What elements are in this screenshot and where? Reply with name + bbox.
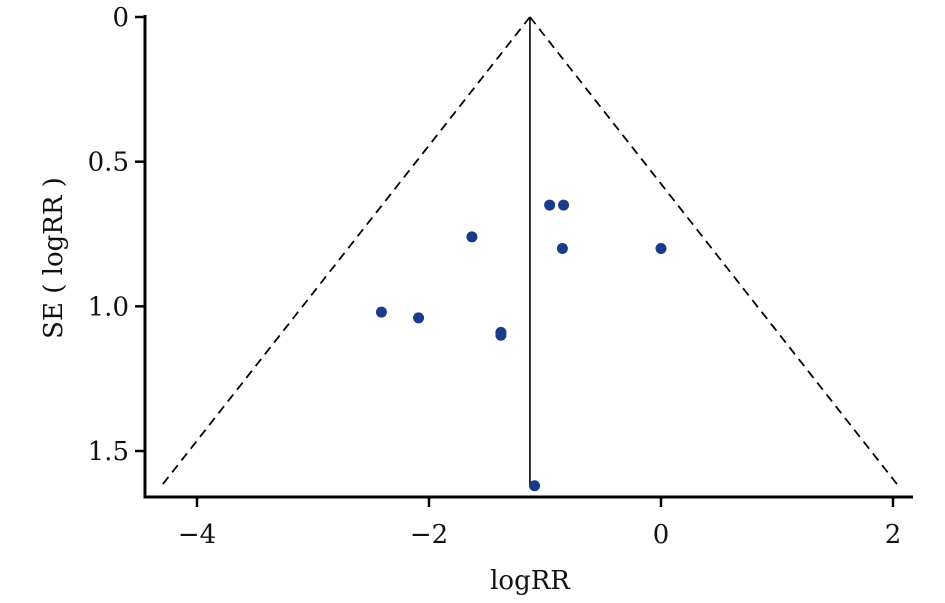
funnel-right-limit [529, 16, 899, 487]
study-point-3 [466, 231, 478, 243]
x-tick-label: −2 [410, 520, 448, 550]
x-tick-label: 0 [653, 520, 670, 550]
y-axis-title: SE ( logRR ) [39, 177, 69, 339]
study-point-1 [544, 199, 556, 211]
study-point-9 [495, 329, 507, 341]
x-axis-title: logRR [490, 566, 571, 596]
funnel-left-limit [160, 16, 531, 487]
y-tick-label: 1.0 [88, 292, 129, 322]
study-point-7 [413, 312, 425, 324]
y-tick-label: 0.5 [88, 148, 129, 178]
plot-area [160, 16, 899, 492]
study-point-2 [558, 199, 570, 211]
x-tick-label: 2 [885, 520, 902, 550]
x-tick-label: −4 [178, 520, 216, 550]
study-point-6 [375, 306, 387, 318]
study-point-5 [655, 242, 667, 254]
y-tick-label: 0 [112, 3, 129, 33]
axes: −4 −2 0 2 0 0.5 1.0 1.5 [88, 3, 913, 550]
study-point-4 [556, 242, 568, 254]
study-point-10 [529, 480, 541, 492]
y-tick-label: 1.5 [88, 437, 129, 467]
